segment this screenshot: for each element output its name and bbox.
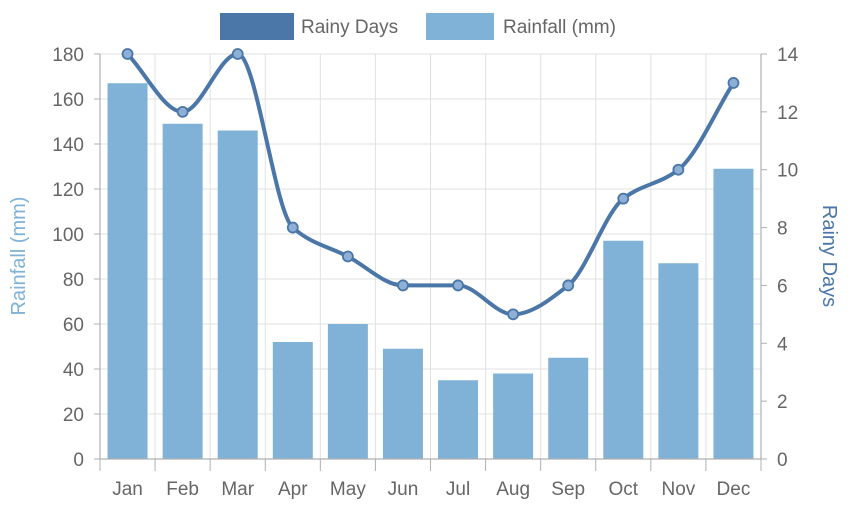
rainy-days-point-may (341, 250, 354, 263)
rainy-days-point-nov (672, 163, 685, 176)
bar-mar (217, 130, 258, 459)
y-left-tick-label: 140 (52, 135, 84, 156)
x-tick-label-may: May (330, 479, 366, 500)
y-right-tick-label: 6 (777, 276, 788, 297)
y-right-tick-label: 8 (777, 219, 788, 240)
y-left-tick-label: 100 (52, 225, 84, 246)
y-left-tick-label: 20 (63, 405, 84, 426)
bar-sep (548, 357, 589, 459)
y-right-tick-label: 10 (777, 161, 798, 182)
y-right-tick-label: 4 (777, 334, 788, 355)
bar-series (107, 83, 754, 459)
rainy-days-point-aug (507, 308, 520, 321)
legend: Rainy Days Rainfall (mm) (220, 13, 616, 40)
y-axis-left-title: Rainfall (mm) (8, 197, 30, 316)
y-left-tick-label: 40 (63, 360, 84, 381)
rainy-days-point-jan (121, 48, 134, 60)
rainy-days-point-feb (176, 105, 189, 118)
x-tick-label-apr: Apr (278, 479, 308, 500)
y-right-tick-label: 0 (777, 450, 788, 471)
y-left-tick-label: 0 (73, 450, 84, 471)
y-left-tick-label: 60 (63, 315, 84, 336)
legend-label-rainfall[interactable]: Rainfall (mm) (503, 17, 616, 38)
x-tick-label-aug: Aug (496, 479, 530, 500)
bar-apr (272, 342, 313, 459)
legend-label-rainy-days[interactable]: Rainy Days (301, 17, 398, 38)
y-left-tick-label: 180 (52, 45, 84, 66)
y-right-tick-label: 14 (777, 45, 799, 66)
rainy-days-point-sep (562, 279, 575, 292)
y-left-tick-label: 120 (52, 180, 84, 201)
y-right-tick-label: 12 (777, 103, 798, 124)
bar-aug (493, 373, 534, 459)
bar-jun (382, 348, 423, 459)
bar-may (327, 324, 368, 459)
x-tick-label-mar: Mar (221, 479, 254, 500)
x-tick-label-oct: Oct (609, 479, 639, 500)
tick-labels: 0 20 40 60 80 100 120 140 160 180 0 2 4 6 8 10 12 14 Jan Fe… (52, 45, 798, 500)
y-left-tick-label: 80 (63, 270, 84, 291)
rainy-days-point-jul (452, 279, 464, 292)
bar-feb (162, 123, 203, 459)
rainy-days-point-jun (397, 279, 409, 292)
rainy-days-point-mar (231, 48, 244, 60)
bar-jan (107, 83, 148, 459)
rainy-days-point-apr (286, 221, 299, 234)
rainy-days-point-dec (727, 77, 740, 89)
legend-swatch-rainy-days[interactable] (220, 13, 294, 40)
y-axis-right-title: Rainy Days (818, 205, 840, 307)
y-left-tick-label: 160 (52, 90, 84, 111)
x-tick-label-feb: Feb (166, 479, 199, 500)
bar-jul (438, 380, 479, 459)
legend-swatch-rainfall[interactable] (426, 13, 494, 40)
x-tick-label-sep: Sep (551, 479, 585, 500)
x-tick-label-nov: Nov (661, 479, 695, 500)
x-tick-label-jun: Jun (388, 479, 419, 500)
y-right-tick-label: 2 (777, 392, 788, 413)
axes (94, 53, 767, 471)
line-series (121, 48, 740, 321)
rainy-days-point-oct (617, 192, 630, 205)
x-tick-label-jan: Jan (112, 479, 143, 500)
x-tick-label-dec: Dec (717, 479, 751, 500)
bar-nov (658, 263, 699, 459)
bar-dec (713, 168, 754, 459)
bar-oct (603, 240, 644, 459)
x-tick-label-jul: Jul (446, 479, 470, 500)
